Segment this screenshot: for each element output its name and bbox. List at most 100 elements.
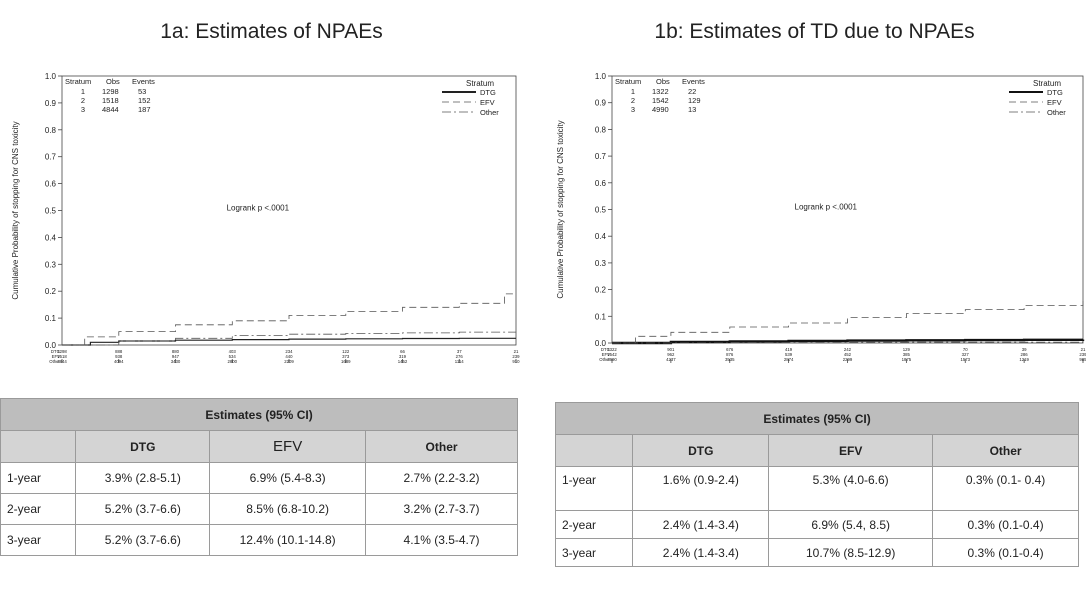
table-row: 3-year 5.2% (3.7-6.6) 12.4% (10.1-14.8) … [0, 524, 518, 556]
estimates-table-1a: Estimates (95% CI) DTG EFV Other 1-year … [0, 398, 518, 556]
y-tick-label: 0.2 [45, 287, 57, 296]
column-header-efv: EFV [768, 434, 934, 467]
at-risk-count: 122 [342, 349, 350, 354]
at-risk-count: 373 [342, 354, 350, 359]
table-row: 1-year 1.6% (0.9-2.4) 5.3% (4.0-6.6) 0.3… [554, 466, 1079, 511]
legend-title: Stratum [466, 79, 494, 88]
at-risk-count: 947 [172, 354, 180, 359]
at-risk-count: 239 [1079, 352, 1086, 357]
at-risk-count: 319 [399, 354, 407, 359]
series-line-other [62, 331, 517, 346]
panel-1b: 1b: Estimates of TD due to NPAEs 0.0 0.1 0… [543, 0, 1086, 591]
at-risk-count: 1573 [960, 357, 970, 362]
cell-efv: 6.9% (5.4, 8.5) [768, 510, 934, 539]
y-axis-label: Cumulative Probability of stopping for C… [11, 121, 20, 299]
at-risk-count: 234 [285, 349, 293, 354]
at-risk-label: DTG [601, 347, 611, 352]
y-tick-label: 0.0 [45, 341, 57, 350]
y-tick-label: 0.6 [595, 179, 607, 188]
stratum-cell: 53 [138, 87, 146, 96]
stratum-cell: 13 [688, 105, 696, 114]
legend-label-other: Other [1047, 108, 1066, 117]
estimates-table-1b: Estimates (95% CI) DTG EFV Other 1-year … [554, 402, 1079, 567]
row-label: 1-year [0, 462, 77, 494]
at-risk-count: 910 [512, 359, 520, 364]
at-risk-count: 1875 [902, 357, 912, 362]
column-header-efv: EFV [209, 430, 367, 463]
y-tick-label: 0.2 [595, 286, 607, 295]
at-risk-count: 440 [285, 354, 293, 359]
cell-dtg: 5.2% (3.7-6.6) [75, 524, 211, 556]
stratum-header: Obs [106, 77, 120, 86]
y-tick-label: 0.0 [595, 339, 607, 348]
cell-other: 0.3% (0.1- 0.4) [932, 466, 1079, 511]
stratum-cell: 2 [631, 96, 635, 105]
y-tick-label: 0.8 [45, 126, 57, 135]
at-risk-count: 129 [903, 347, 911, 352]
cell-other: 3.2% (2.7-3.7) [365, 493, 518, 525]
legend-label-dtg: DTG [480, 88, 496, 97]
at-risk-count: 880 [172, 349, 180, 354]
at-risk-count: 452 [844, 352, 852, 357]
table-row: 2-year 2.4% (1.4-3.4) 6.9% (5.4, 8.5) 0.… [554, 510, 1079, 539]
at-risk-count: 327 [962, 352, 970, 357]
stratum-header: Stratum [615, 77, 641, 86]
column-header-other: Other [365, 430, 518, 463]
stratum-cell: 152 [138, 96, 151, 105]
cell-other: 0.3% (0.1-0.4) [932, 538, 1079, 567]
table-row: 2-year 5.2% (3.7-6.6) 8.5% (6.8-10.2) 3.… [0, 493, 518, 525]
y-tick-label: 0.4 [595, 232, 607, 241]
y-tick-label: 0.3 [45, 260, 57, 269]
stratum-cell: 4990 [652, 105, 669, 114]
row-label: 2-year [554, 510, 634, 539]
panel-title: 1a: Estimates of NPAEs [160, 20, 383, 43]
logrank-annotation: Logrank p <.0001 [795, 203, 858, 212]
at-risk-count: 539 [785, 352, 793, 357]
stratum-cell: 1298 [102, 87, 119, 96]
series-line-efv [62, 293, 516, 346]
at-risk-label: Other [49, 359, 60, 364]
series-line-dtg [612, 338, 1085, 345]
y-tick-label: 0.5 [595, 206, 607, 215]
stratum-cell: 129 [688, 96, 701, 105]
at-risk-count: 1322 [607, 347, 617, 352]
cell-other: 4.1% (3.5-4.7) [365, 524, 518, 556]
y-tick-label: 0.7 [45, 153, 57, 162]
stratum-cell: 3 [81, 105, 85, 114]
y-tick-label: 0.4 [45, 233, 57, 242]
cell-dtg: 5.2% (3.7-6.6) [75, 493, 211, 525]
column-header-dtg: DTG [75, 430, 211, 463]
stratum-cell: 1 [81, 87, 85, 96]
at-risk-count: 1518 [57, 354, 67, 359]
stratum-header: Events [132, 77, 155, 86]
at-risk-count: 534 [229, 354, 237, 359]
stratum-cell: 187 [138, 105, 151, 114]
at-risk-count: 1114 [455, 359, 465, 364]
stratum-header: Stratum [65, 77, 91, 86]
cell-efv: 10.7% (8.5-12.9) [768, 538, 934, 567]
at-risk-count: 66 [400, 349, 405, 354]
at-risk-label: EFV [52, 354, 60, 359]
stratum-cell: 22 [688, 87, 696, 96]
y-axis-label: Cumulative Probability of stopping for C… [556, 120, 565, 298]
stratum-cell: 1322 [652, 87, 669, 96]
at-risk-count: 901 [667, 347, 675, 352]
cell-dtg: 2.4% (1.4-3.4) [632, 538, 770, 567]
y-tick-label: 1.0 [595, 72, 607, 81]
at-risk-label: EFV [602, 352, 610, 357]
stratum-cell: 4844 [102, 105, 119, 114]
y-tick-label: 1.0 [45, 72, 57, 81]
at-risk-count: 1219 [1019, 357, 1029, 362]
at-risk-label: Other [599, 357, 610, 362]
cell-efv: 6.9% (5.4-8.3) [209, 462, 367, 494]
y-tick-label: 0.9 [595, 99, 607, 108]
y-tick-label: 0.1 [595, 312, 607, 321]
column-header-other: Other [932, 434, 1079, 467]
at-risk-count: 385 [903, 352, 911, 357]
at-risk-count: 2800 [227, 359, 237, 364]
at-risk-count: 1298 [57, 349, 67, 354]
at-risk-count: 21 [1081, 347, 1086, 352]
at-risk-count: 21 [514, 349, 519, 354]
at-risk-count: 4990 [607, 357, 617, 362]
estimates-title: Estimates (95% CI) [555, 402, 1079, 435]
